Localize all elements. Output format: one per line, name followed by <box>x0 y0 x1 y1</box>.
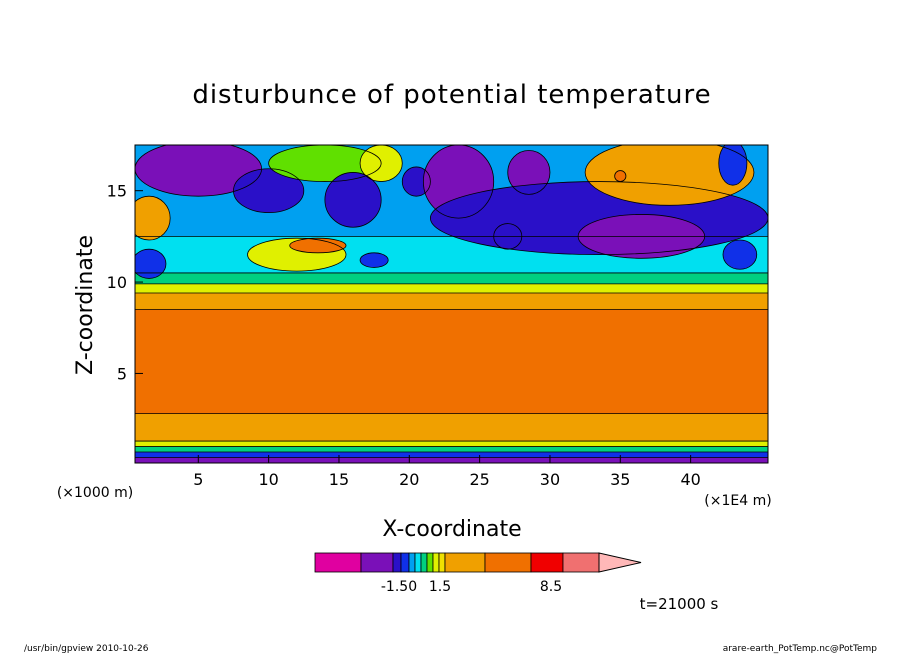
contour-outline-2 <box>135 145 262 197</box>
x-tick-label-5: 30 <box>540 470 560 489</box>
y-tick-label-1: 10 <box>107 273 127 292</box>
plot-area <box>135 145 768 463</box>
colorbar-swatch-11 <box>484 552 532 573</box>
x-tick-label-1: 10 <box>258 470 278 489</box>
contour-lines <box>135 145 768 458</box>
colorbar-swatch-9 <box>438 552 446 573</box>
x-axis-label: X-coordinate <box>382 517 521 542</box>
colorbar-arrow <box>598 552 642 573</box>
contour-band-4 <box>135 413 768 442</box>
colorbar-swatch-10 <box>444 552 486 573</box>
plot-frame <box>134 144 769 464</box>
x-tick-label-7: 40 <box>680 470 700 489</box>
time-annotation: t=21000 s <box>640 595 719 613</box>
contour-patch-10 <box>402 166 431 197</box>
contour-outline-3 <box>233 168 305 214</box>
contour-patch-17 <box>614 170 626 182</box>
contour-outline-1 <box>135 195 171 241</box>
contour-band-1 <box>135 452 768 458</box>
contour-band-5 <box>135 309 768 414</box>
contour-outline-17 <box>614 170 627 182</box>
x-tick-label-4: 25 <box>469 470 489 489</box>
contour-band-2 <box>135 446 768 453</box>
colorbar-swatch-3 <box>400 552 410 573</box>
colorbar-swatch-2 <box>392 552 402 573</box>
x-tick-label-2: 15 <box>329 470 349 489</box>
footer-right: arare-earth_PotTemp.nc@PotTemp <box>723 644 878 654</box>
x-tick-label-6: 35 <box>610 470 630 489</box>
y-axis-label: Z-coordinate <box>73 235 98 375</box>
contour-patch-16 <box>585 145 754 206</box>
y-axis: 5 10 15 <box>107 182 143 383</box>
contour-patch-5 <box>289 238 346 253</box>
contour-outline-4 <box>247 237 347 272</box>
colorbar-label-high: 8.5 <box>540 579 562 595</box>
x-unit-right: (×1E4 m) <box>704 493 771 509</box>
colorbar-swatch-4 <box>408 552 416 573</box>
colorbar-swatch-0 <box>314 552 362 573</box>
colorbar-label-mid: 1.5 <box>429 579 451 595</box>
colorbar-swatch-8 <box>432 552 440 573</box>
x-tick-label-0: 5 <box>193 470 203 489</box>
contour-outline-7 <box>268 145 382 182</box>
contour-outline-10 <box>401 166 431 197</box>
contour-outline-6 <box>359 252 389 268</box>
colorbar-swatch-13 <box>562 552 600 573</box>
y-tick-label-2: 15 <box>107 182 127 201</box>
colorbar-swatch-7 <box>426 552 434 573</box>
colorbar-label-neg: -1.50 <box>381 579 417 595</box>
contour-patch-19 <box>722 240 757 270</box>
contour-outline-8 <box>359 145 403 182</box>
x-tick-label-3: 20 <box>399 470 419 489</box>
contour-band-8 <box>135 272 768 284</box>
contour-patch-6 <box>360 252 389 268</box>
chart-title: disturbunce of potential temperature <box>192 80 711 110</box>
contour-outline-0 <box>135 248 167 279</box>
contour-patch-9 <box>324 172 382 228</box>
colorbar-swatch-5 <box>414 552 422 573</box>
contour-patch-12 <box>507 150 550 195</box>
contour-outline-18 <box>718 145 748 186</box>
x-unit-left: (×1000 m) <box>57 485 133 501</box>
contour-outline-12 <box>507 150 551 195</box>
x-axis: 5 10 15 20 25 30 35 40 <box>193 455 701 489</box>
footer-left: /usr/bin/gpview 2010-10-26 <box>24 644 149 654</box>
contour-band-7 <box>135 283 768 294</box>
contour-outline-15 <box>577 214 706 259</box>
contour-patch-2 <box>135 145 262 197</box>
colorbar-swatch-1 <box>360 552 394 573</box>
contour-outline-16 <box>584 145 755 206</box>
contour-outline-11 <box>422 145 495 219</box>
contour-outline-5 <box>289 237 347 254</box>
contour-patch-1 <box>135 196 171 241</box>
colorbar-swatch-6 <box>420 552 428 573</box>
colorbar <box>314 552 642 573</box>
y-tick-label-0: 5 <box>117 364 127 383</box>
contour-patch-0 <box>135 249 166 279</box>
contour-band-3 <box>135 441 768 447</box>
contour-patch-18 <box>718 145 747 186</box>
contour-band-6 <box>135 293 768 310</box>
contour-outline-9 <box>324 172 382 228</box>
contour-patch-3 <box>233 168 304 213</box>
contour-outline-14 <box>430 181 768 256</box>
contour-outline-19 <box>722 239 758 270</box>
colorbar-swatch-12 <box>530 552 564 573</box>
contour-band-0 <box>135 457 768 463</box>
